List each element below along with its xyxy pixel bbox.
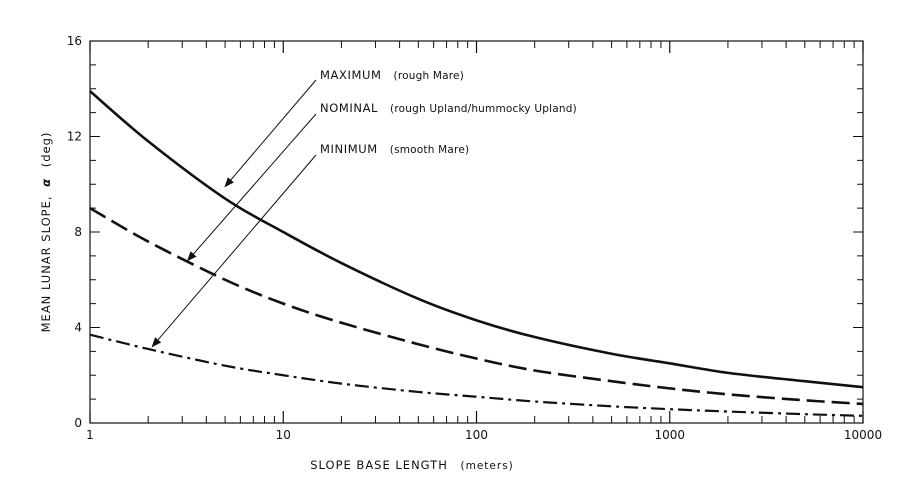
annotation-label: MAXIMUM <box>320 68 382 82</box>
series-lines <box>89 90 864 417</box>
series-line-maximum <box>89 90 864 389</box>
x-axis-unit: (meters) <box>461 460 514 472</box>
x-tick-label: 10 <box>276 428 291 442</box>
x-axis-title-text: SLOPE BASE LENGTH <box>310 458 448 472</box>
y-axis-title: MEAN LUNAR SLOPE, α (deg) <box>39 132 53 333</box>
annotation-note: (rough Mare) <box>394 70 464 82</box>
y-tick-labels: 0 4 8 12 16 <box>67 34 82 430</box>
axis-ticks <box>89 40 864 424</box>
x-tick-label: 1000 <box>654 428 685 442</box>
y-tick-label: 0 <box>74 416 82 430</box>
annotation-note: (smooth Mare) <box>390 144 470 156</box>
annotation-maximum: MAXIMUM (rough Mare) <box>320 68 464 82</box>
annotation-nominal: NOMINAL (rough Upland/hummocky Upland) <box>320 101 577 115</box>
plot-frame <box>89 40 864 424</box>
x-axis-title: SLOPE BASE LENGTH (meters) <box>310 458 514 472</box>
annotation-arrow <box>224 79 317 188</box>
x-tick-label: 10000 <box>844 428 882 442</box>
annotation-label: MINIMUM <box>320 142 378 156</box>
annotation-minimum: MINIMUM (smooth Mare) <box>320 142 469 156</box>
series-line-nominal <box>89 207 864 406</box>
y-tick-label: 16 <box>67 34 82 48</box>
annotation-label: NOMINAL <box>320 101 378 115</box>
y-axis-unit: (deg) <box>39 132 53 168</box>
y-axis-title-text: MEAN LUNAR SLOPE, <box>39 195 53 332</box>
y-tick-label: 8 <box>74 225 82 239</box>
annotations: MAXIMUM (rough Mare) NOMINAL (rough Upland/… <box>151 68 577 348</box>
x-tick-label: 1 <box>86 428 94 442</box>
y-tick-label: 12 <box>67 130 82 144</box>
x-tick-labels: 1 10 100 1000 10000 <box>86 428 882 442</box>
y-axis-symbol: α <box>39 178 53 187</box>
annotation-arrow <box>186 113 317 262</box>
annotation-arrow <box>151 154 317 348</box>
x-tick-label: 100 <box>465 428 488 442</box>
annotation-note: (rough Upland/hummocky Upland) <box>390 103 577 115</box>
series-line-minimum <box>89 333 864 417</box>
y-tick-label: 4 <box>74 321 82 335</box>
